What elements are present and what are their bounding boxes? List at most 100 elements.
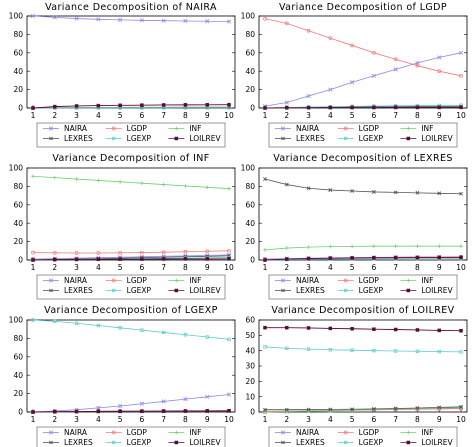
data-point-inf	[31, 174, 35, 179]
series-line-lexres	[265, 406, 462, 411]
x-tick-label: 2	[284, 263, 289, 272]
legend-marker-lexres	[49, 136, 53, 141]
chart-panel-5: Variance Decomposition of LGEXP 0 20 40 60 80…	[9, 305, 236, 447]
x-tick-label: 10	[224, 111, 234, 120]
legend-label-lexres: LEXRES	[64, 438, 93, 447]
legend-marker-lgexp	[344, 136, 348, 141]
data-point-lexres	[263, 177, 267, 181]
y-tick-label: 40	[13, 219, 23, 228]
data-point-naira	[226, 392, 232, 397]
data-point-loilrev	[372, 327, 376, 331]
data-point-loilrev	[140, 103, 144, 107]
data-point-lexres	[415, 406, 420, 410]
legend-label-lgexp: LGEXP	[127, 134, 152, 143]
data-point-loilrev	[415, 328, 420, 332]
data-point-naira	[161, 399, 166, 404]
data-point-loilrev	[437, 328, 441, 333]
x-tick-label: 8	[183, 415, 188, 424]
x-tick-label: 3	[306, 263, 311, 272]
legend-box	[268, 274, 458, 300]
data-point-naira	[183, 18, 188, 24]
data-point-lgexp	[74, 321, 79, 325]
data-point-naira	[96, 405, 101, 410]
y-tick-label: 30	[245, 362, 255, 371]
data-point-loilrev	[205, 103, 209, 107]
x-tick-label: 7	[161, 415, 166, 424]
data-point-lexres	[415, 190, 420, 195]
x-tick-label: 4	[96, 263, 101, 272]
data-point-loilrev	[74, 409, 79, 414]
x-tick-label: 4	[328, 415, 333, 424]
data-point-lgexp	[96, 323, 100, 328]
data-point-loilrev	[328, 105, 333, 110]
plot-frame	[258, 15, 468, 109]
data-point-loilrev	[437, 255, 441, 260]
legend-label-loilrev: LOILREV	[189, 134, 221, 143]
data-point-lgexp	[162, 330, 166, 335]
legend-marker-lgdp	[343, 278, 348, 283]
data-point-naira	[96, 17, 101, 22]
chart-title: Variance Decomposition of LGDP	[279, 2, 447, 13]
data-point-loilrev	[372, 105, 376, 110]
data-point-loilrev	[285, 257, 289, 261]
series-line-lgdp	[264, 18, 462, 77]
series-line-inf	[264, 245, 461, 251]
legend-marker-inf	[174, 126, 179, 131]
data-point-lgexp	[263, 345, 267, 349]
data-point-lgexp	[372, 349, 376, 353]
y-tick-label: 40	[245, 346, 255, 355]
data-point-loilrev	[53, 104, 57, 109]
series-line-naira	[32, 254, 230, 260]
data-point-loilrev	[53, 409, 57, 414]
series-line-inf	[32, 175, 230, 190]
data-point-lgexp	[459, 350, 463, 354]
legend-label-naira: NAIRA	[64, 428, 88, 437]
data-point-loilrev	[415, 105, 420, 110]
data-point-naira	[306, 93, 311, 99]
x-tick-label: 1	[31, 415, 36, 424]
chart-title: Variance Decomposition of NAIRA	[45, 2, 217, 13]
data-point-loilrev	[393, 255, 398, 260]
legend-label-loilrev: LOILREV	[189, 286, 221, 295]
data-point-naira	[30, 13, 36, 19]
data-point-loilrev	[140, 409, 144, 413]
data-point-loilrev	[263, 106, 267, 110]
data-point-loilrev	[393, 327, 398, 332]
y-tick-label: 40	[13, 371, 23, 380]
y-tick-label: 0	[18, 256, 23, 265]
data-point-naira	[139, 18, 144, 23]
legend-marker-lexres	[49, 288, 53, 293]
x-tick-label: 1	[263, 263, 268, 272]
data-point-loilrev	[227, 409, 231, 413]
data-point-inf	[437, 244, 442, 248]
x-tick-label: 5	[118, 415, 123, 424]
legend-box	[268, 122, 458, 148]
data-point-lgexp	[205, 335, 209, 339]
data-point-lgdp	[415, 63, 420, 68]
data-point-loilrev	[459, 105, 463, 110]
data-point-inf	[372, 244, 376, 248]
data-point-lgdp	[437, 69, 442, 74]
y-tick-label: 20	[13, 237, 23, 246]
y-tick-label: 80	[13, 182, 23, 191]
data-point-lgexp	[31, 318, 35, 322]
data-point-loilrev	[161, 409, 166, 413]
data-point-loilrev	[31, 106, 35, 110]
plot-frame	[26, 167, 236, 261]
data-point-loilrev	[459, 255, 463, 260]
chart-title: Variance Decomposition of LOILREV	[271, 305, 454, 316]
data-point-lexres	[437, 191, 442, 196]
legend-marker-naira	[48, 430, 54, 435]
series-line-lgexp	[264, 104, 462, 109]
series-line-lgdp	[32, 250, 230, 254]
legend-label-lgexp: LGEXP	[127, 286, 152, 295]
data-point-inf	[350, 244, 354, 249]
y-tick-label: 10	[245, 392, 255, 401]
x-tick-label: 6	[139, 263, 144, 272]
data-point-naira	[52, 15, 57, 20]
data-point-loilrev	[227, 257, 231, 261]
y-tick-label: 20	[245, 377, 255, 386]
x-tick-label: 3	[306, 415, 311, 424]
data-point-lexres	[306, 407, 311, 412]
